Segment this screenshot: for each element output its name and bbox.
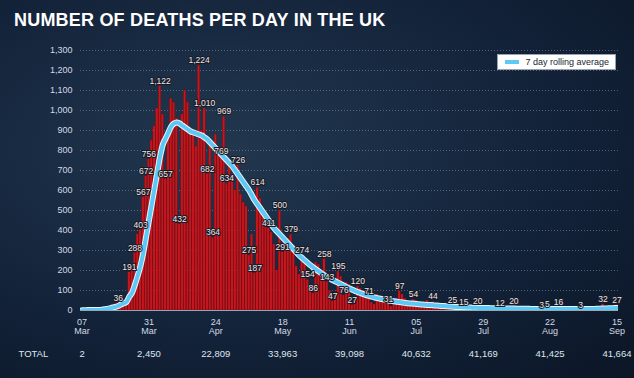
html-text:7 day rolling average: 7 day rolling average <box>525 57 609 67</box>
svg-text:86: 86 <box>309 283 319 293</box>
svg-text:15Sep: 15Sep <box>609 317 625 336</box>
svg-text:800: 800 <box>57 145 72 155</box>
svg-text:05Jul: 05Jul <box>411 317 423 336</box>
svg-text:33,963: 33,963 <box>268 348 297 359</box>
svg-text:20: 20 <box>509 296 519 306</box>
svg-text:3: 3 <box>578 300 583 310</box>
svg-text:634: 634 <box>220 173 234 183</box>
svg-text:32: 32 <box>598 294 608 304</box>
svg-text:191: 191 <box>122 262 136 272</box>
svg-text:15: 15 <box>459 297 469 307</box>
svg-text:403: 403 <box>133 220 147 230</box>
svg-text:291: 291 <box>276 242 290 252</box>
svg-text:600: 600 <box>57 185 72 195</box>
svg-text:41,169: 41,169 <box>469 348 498 359</box>
svg-text:682: 682 <box>200 164 214 174</box>
svg-text:1,300: 1,300 <box>50 45 73 55</box>
svg-text:18May: 18May <box>274 317 292 336</box>
svg-text:25: 25 <box>448 295 458 305</box>
svg-text:41,664: 41,664 <box>602 348 631 359</box>
svg-text:44: 44 <box>428 291 438 301</box>
svg-text:16: 16 <box>554 297 564 307</box>
svg-text:07Mar: 07Mar <box>74 317 90 336</box>
svg-text:3: 3 <box>539 300 544 310</box>
svg-text:47: 47 <box>328 291 338 301</box>
svg-text:12: 12 <box>495 298 505 308</box>
svg-text:41,425: 41,425 <box>536 348 565 359</box>
svg-text:969: 969 <box>217 106 231 116</box>
svg-text:24Apr: 24Apr <box>209 317 223 336</box>
svg-text:1,200: 1,200 <box>50 65 73 75</box>
svg-text:1,000: 1,000 <box>50 105 73 115</box>
html-text:NUMBER OF DEATHS PER DAY IN TH: NUMBER OF DEATHS PER DAY IN THE UK <box>14 10 386 30</box>
svg-text:1,122: 1,122 <box>149 76 171 86</box>
svg-text:29Jul: 29Jul <box>477 317 489 336</box>
svg-text:76: 76 <box>339 285 349 295</box>
svg-text:22Aug: 22Aug <box>542 317 558 336</box>
svg-text:100: 100 <box>57 285 72 295</box>
svg-text:143: 143 <box>320 272 334 282</box>
svg-text:36: 36 <box>114 293 124 303</box>
svg-text:20: 20 <box>473 296 483 306</box>
svg-text:500: 500 <box>57 205 72 215</box>
svg-text:0: 0 <box>67 305 72 315</box>
svg-text:11Jun: 11Jun <box>342 317 357 336</box>
svg-text:195: 195 <box>331 261 345 271</box>
svg-text:672: 672 <box>139 166 153 176</box>
svg-text:756: 756 <box>142 149 156 159</box>
svg-text:54: 54 <box>409 289 419 299</box>
svg-text:900: 900 <box>57 125 72 135</box>
svg-text:364: 364 <box>206 227 220 237</box>
svg-text:31: 31 <box>384 294 394 304</box>
svg-text:2,450: 2,450 <box>137 348 161 359</box>
svg-text:700: 700 <box>57 165 72 175</box>
svg-text:614: 614 <box>250 177 264 187</box>
svg-text:40,632: 40,632 <box>402 348 431 359</box>
svg-text:5: 5 <box>545 299 550 309</box>
svg-text:300: 300 <box>57 245 72 255</box>
svg-text:22,809: 22,809 <box>201 348 230 359</box>
svg-text:726: 726 <box>231 155 245 165</box>
svg-text:258: 258 <box>317 249 331 259</box>
svg-text:27: 27 <box>348 295 358 305</box>
svg-text:154: 154 <box>301 269 315 279</box>
svg-text:39,098: 39,098 <box>335 348 364 359</box>
svg-text:200: 200 <box>57 265 72 275</box>
svg-text:31Mar: 31Mar <box>141 317 157 336</box>
svg-text:657: 657 <box>159 169 173 179</box>
svg-text:379: 379 <box>284 224 298 234</box>
svg-text:1,224: 1,224 <box>188 55 210 65</box>
svg-text:500: 500 <box>273 200 287 210</box>
svg-text:400: 400 <box>57 225 72 235</box>
svg-text:97: 97 <box>395 281 405 291</box>
svg-text:71: 71 <box>364 286 374 296</box>
svg-text:411: 411 <box>262 218 276 228</box>
svg-text:432: 432 <box>172 214 186 224</box>
svg-text:187: 187 <box>248 263 262 273</box>
svg-text:288: 288 <box>128 243 142 253</box>
svg-text:1,100: 1,100 <box>50 85 73 95</box>
svg-text:1,010: 1,010 <box>194 98 216 108</box>
svg-text:2: 2 <box>79 348 84 359</box>
svg-text:27: 27 <box>612 295 622 305</box>
svg-text:120: 120 <box>351 276 365 286</box>
svg-text:274: 274 <box>295 245 309 255</box>
svg-text:TOTAL: TOTAL <box>19 348 49 359</box>
svg-text:567: 567 <box>136 187 150 197</box>
svg-text:275: 275 <box>242 245 256 255</box>
svg-text:769: 769 <box>214 146 228 156</box>
